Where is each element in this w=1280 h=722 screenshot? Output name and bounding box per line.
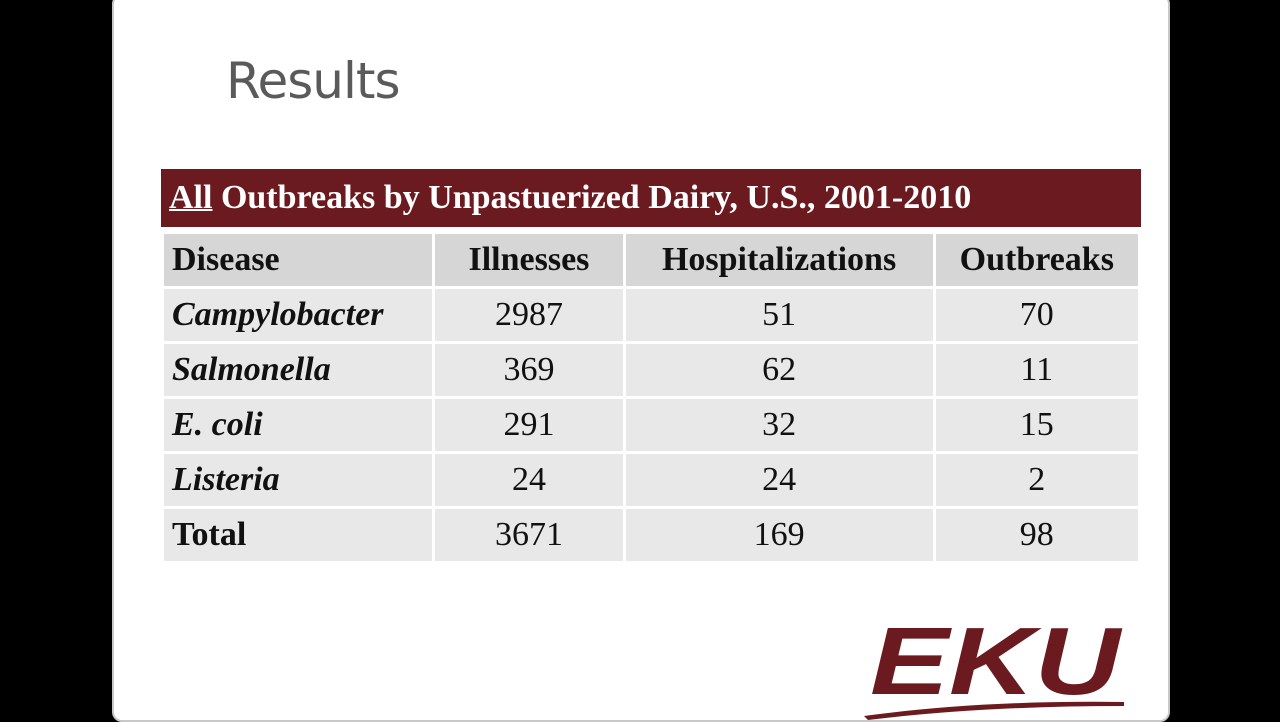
- logo-swoosh: [864, 701, 1124, 720]
- row-label: Listeria: [160, 451, 436, 509]
- table-cell: 169: [622, 506, 936, 564]
- row-label: E. coli: [160, 396, 436, 454]
- table-cell: 11: [932, 341, 1142, 399]
- table-row: Campylobacter 2987 51 70: [160, 286, 1142, 344]
- table-body: Campylobacter 2987 51 70 Salmonella 369 62 11 E.…: [160, 286, 1142, 564]
- data-table: Disease Illnesses Hospitalizations Outbreak…: [160, 231, 1142, 564]
- header-cell: Hospitalizations: [622, 231, 936, 289]
- header-cell: Illnesses: [432, 231, 626, 289]
- row-label: Total: [160, 506, 436, 564]
- caption-text: Outbreaks by Unpastuerized Dairy, U.S., …: [220, 179, 972, 216]
- table-row: Listeria 24 24 2: [160, 451, 1142, 509]
- logo-text: EKU: [870, 612, 1123, 715]
- table-cell: 2: [932, 451, 1142, 509]
- header-cell: Outbreaks: [932, 231, 1142, 289]
- table-cell: 3671: [432, 506, 626, 564]
- row-label: Campylobacter: [160, 286, 436, 344]
- table-cell: 70: [932, 286, 1142, 344]
- table-cell: 98: [932, 506, 1142, 564]
- table-cell: 2987: [432, 286, 626, 344]
- table-cell: 291: [432, 396, 626, 454]
- table-caption: All Outbreaks by Unpastuerized Dairy, U.…: [161, 169, 1141, 227]
- table-cell: 51: [622, 286, 936, 344]
- header-row: Disease Illnesses Hospitalizations Outbreak…: [160, 231, 1142, 289]
- table-row: E. coli 291 32 15: [160, 396, 1142, 454]
- caption-emphasis: All: [169, 179, 213, 216]
- table-row: Salmonella 369 62 11: [160, 341, 1142, 399]
- table-cell: 24: [622, 451, 936, 509]
- table-cell: 32: [622, 396, 936, 454]
- logo: EKU: [864, 612, 1124, 720]
- row-label: Salmonella: [160, 341, 436, 399]
- table-cell: 369: [432, 341, 626, 399]
- table-cell: 15: [932, 396, 1142, 454]
- table-cell: 62: [622, 341, 936, 399]
- header-cell: Disease: [160, 231, 436, 289]
- slide-title: Results: [226, 52, 401, 110]
- table-cell: 24: [432, 451, 626, 509]
- table-row: Total 3671 169 98: [160, 506, 1142, 564]
